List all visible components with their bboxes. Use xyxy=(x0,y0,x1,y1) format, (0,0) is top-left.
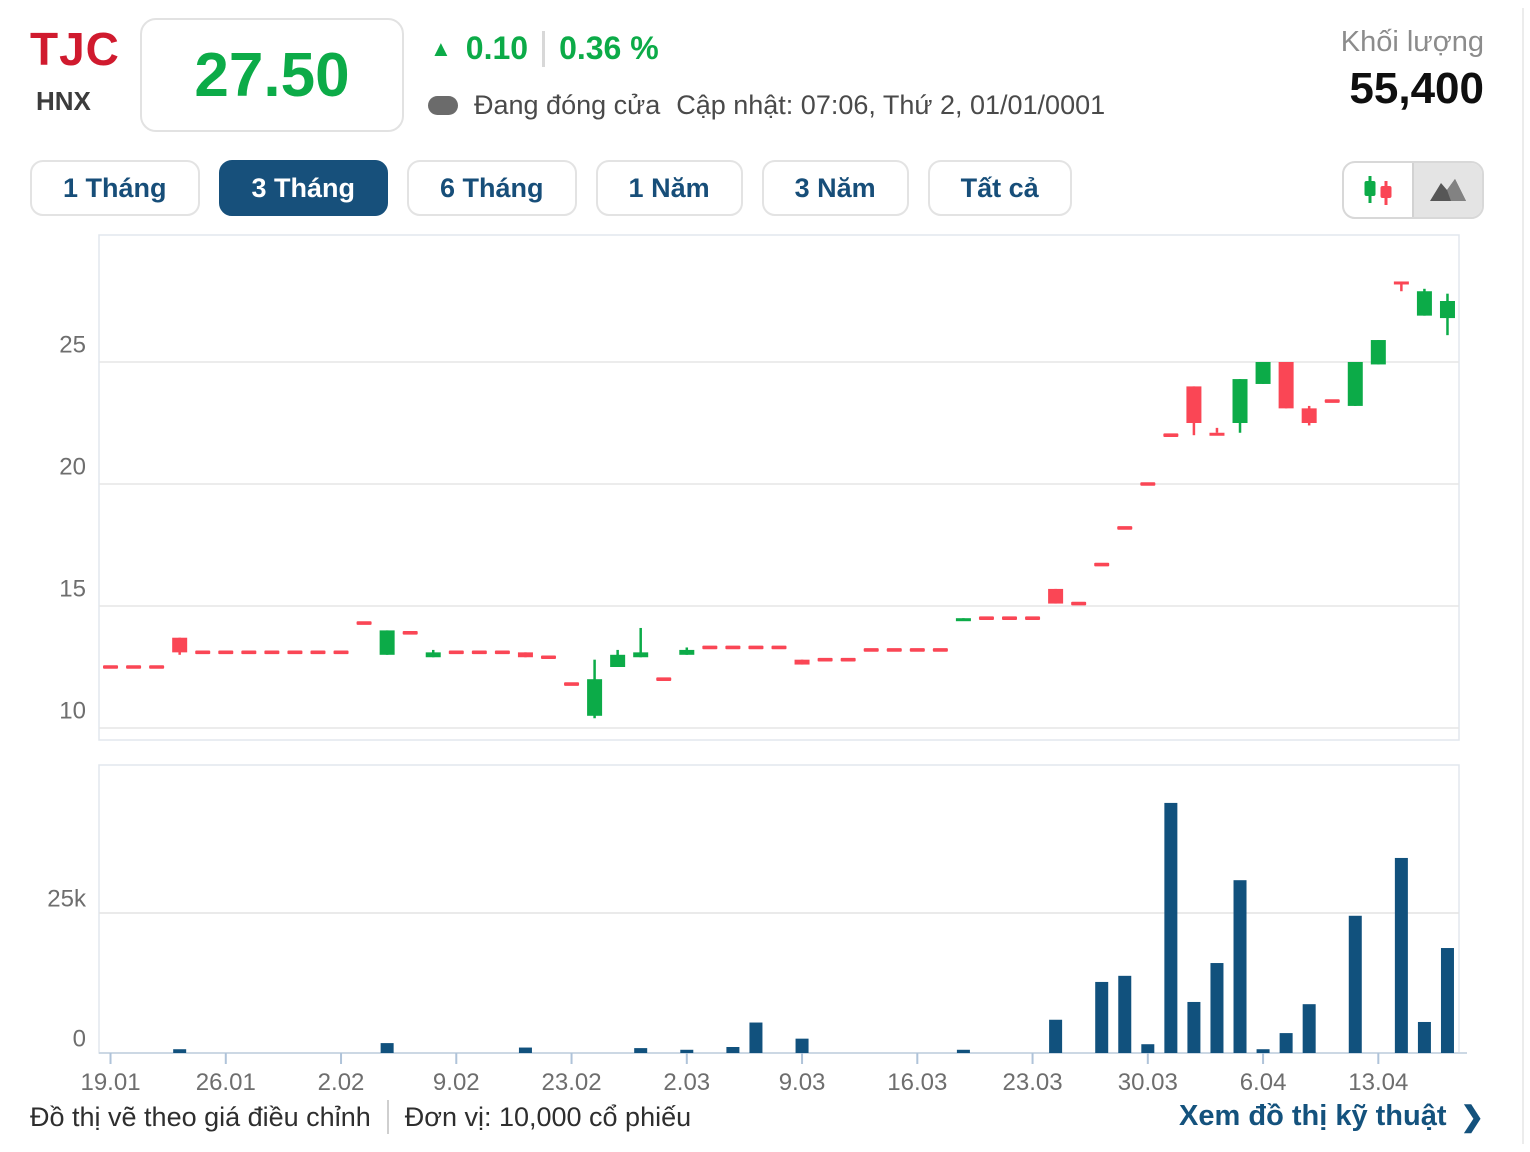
svg-text:25k: 25k xyxy=(47,885,87,912)
range-button-3m[interactable]: 3 Tháng xyxy=(218,160,389,216)
svg-text:13.04: 13.04 xyxy=(1348,1069,1408,1096)
status-text: Đang đóng cửa xyxy=(474,90,661,120)
svg-text:23.03: 23.03 xyxy=(1003,1069,1063,1096)
ticker-symbol: TJC xyxy=(30,23,120,75)
volume-value: 55,400 xyxy=(1349,64,1484,113)
footer-divider xyxy=(386,1100,389,1134)
adjusted-price-note: Đồ thị vẽ theo giá điều chỉnh xyxy=(30,1101,371,1132)
price-change: ▲ 0.10 0.36 % xyxy=(430,30,659,67)
svg-text:2.02: 2.02 xyxy=(318,1069,365,1096)
change-percent: 0.36 % xyxy=(559,30,659,66)
range-button-6m[interactable]: 6 Tháng xyxy=(407,160,577,216)
change-value: 0.10 xyxy=(465,30,529,66)
current-price: 27.50 xyxy=(194,40,350,110)
unit-note: Đơn vị: 10,000 cổ phiếu xyxy=(404,1101,692,1132)
volume-series xyxy=(173,802,1454,1053)
svg-text:16.03: 16.03 xyxy=(887,1069,947,1096)
svg-text:20: 20 xyxy=(59,453,86,480)
chevron-right-icon: ❯ xyxy=(1460,1101,1484,1132)
chart-type-switcher xyxy=(1342,161,1484,219)
svg-text:15: 15 xyxy=(59,575,86,602)
svg-text:2.03: 2.03 xyxy=(663,1069,710,1096)
svg-text:26.01: 26.01 xyxy=(196,1069,256,1096)
range-button-3y[interactable]: 3 Năm xyxy=(761,160,909,216)
status-dot-icon xyxy=(428,96,458,115)
candlestick-view-button[interactable] xyxy=(1344,163,1412,217)
svg-text:23.02: 23.02 xyxy=(542,1069,602,1096)
footer-notes: Đồ thị vẽ theo giá điều chỉnh Đơn vị: 10… xyxy=(30,1100,691,1134)
updated-text: Cập nhật: 07:06, Thứ 2, 01/01/0001 xyxy=(676,90,1106,120)
candlestick-icon xyxy=(1364,176,1392,205)
up-arrow-icon: ▲ xyxy=(430,35,452,61)
area-view-button[interactable] xyxy=(1412,163,1482,217)
svg-text:9.03: 9.03 xyxy=(779,1069,826,1096)
svg-text:19.01: 19.01 xyxy=(80,1069,140,1096)
right-divider xyxy=(1522,8,1524,1144)
market-status: Đang đóng cửa Cập nhật: 07:06, Thứ 2, 01… xyxy=(428,90,1105,121)
change-divider xyxy=(542,30,546,67)
technical-chart-link-label: Xem đồ thị kỹ thuật xyxy=(1179,1100,1447,1132)
candlestick-series xyxy=(103,281,1455,719)
price-box: 27.50 xyxy=(140,18,404,132)
range-button-all[interactable]: Tất cả xyxy=(927,160,1072,216)
technical-chart-link[interactable]: Xem đồ thị kỹ thuật ❯ xyxy=(1179,1100,1484,1133)
svg-text:10: 10 xyxy=(59,697,86,724)
range-button-1y[interactable]: 1 Năm xyxy=(595,160,743,216)
svg-text:30.03: 30.03 xyxy=(1118,1069,1178,1096)
svg-text:0: 0 xyxy=(73,1025,86,1052)
svg-text:9.02: 9.02 xyxy=(433,1069,480,1096)
range-selector: 1 Tháng 3 Tháng 6 Tháng 1 Năm 3 Năm Tất cả xyxy=(30,160,1072,216)
exchange-label: HNX xyxy=(36,86,91,116)
volume-label: Khối lượng xyxy=(1340,26,1484,58)
svg-text:6.04: 6.04 xyxy=(1240,1069,1287,1096)
area-chart-icon xyxy=(1430,179,1466,201)
svg-text:25: 25 xyxy=(59,331,86,358)
range-button-1m[interactable]: 1 Tháng xyxy=(30,160,200,216)
